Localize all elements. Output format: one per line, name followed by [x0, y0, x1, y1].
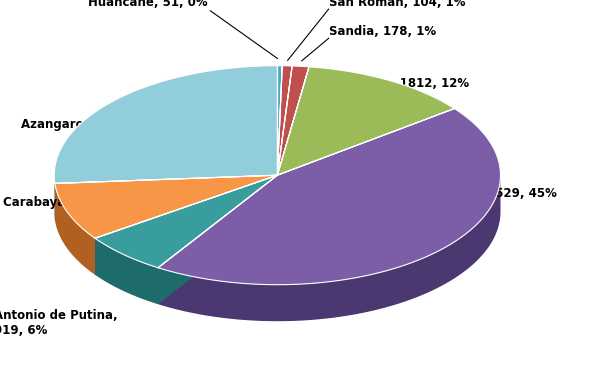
Polygon shape — [158, 108, 500, 285]
Polygon shape — [55, 175, 277, 220]
Polygon shape — [158, 175, 277, 304]
Polygon shape — [277, 66, 292, 175]
Polygon shape — [277, 66, 309, 175]
Polygon shape — [55, 175, 277, 220]
Polygon shape — [54, 176, 55, 220]
Polygon shape — [158, 176, 500, 321]
Polygon shape — [95, 175, 277, 275]
Polygon shape — [55, 184, 95, 275]
Text: Carabaya, 1260,9%: Carabaya, 1260,9% — [3, 196, 131, 209]
Text: San Roman, 104, 1%: San Roman, 104, 1% — [329, 0, 465, 9]
Polygon shape — [54, 66, 277, 184]
Polygon shape — [277, 66, 282, 175]
Text: Huancane, 51, 0%: Huancane, 51, 0% — [89, 0, 208, 9]
Text: Azangaro, 3853, 26%: Azangaro, 3853, 26% — [21, 118, 162, 131]
Text: Melgar, 6529, 45%: Melgar, 6529, 45% — [434, 187, 557, 200]
Text: Sandia, 178, 1%: Sandia, 178, 1% — [329, 25, 436, 38]
Polygon shape — [95, 175, 277, 275]
Polygon shape — [95, 238, 158, 304]
Text: Lampa, 1812, 12%: Lampa, 1812, 12% — [347, 77, 469, 91]
Polygon shape — [55, 175, 277, 238]
Polygon shape — [95, 175, 277, 268]
Polygon shape — [277, 67, 455, 175]
Text: Antonio de Putina,
919, 6%: Antonio de Putina, 919, 6% — [0, 309, 118, 337]
Polygon shape — [158, 175, 277, 304]
